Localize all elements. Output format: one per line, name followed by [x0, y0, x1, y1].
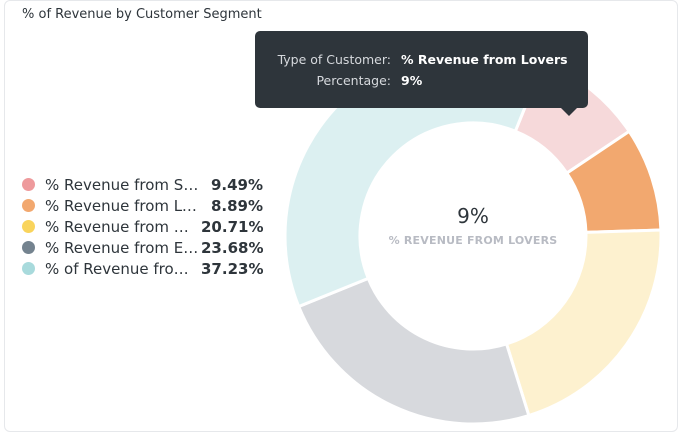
tooltip-value: 9%: [401, 73, 423, 88]
legend-value: 20.71%: [201, 217, 264, 236]
legend-item[interactable]: % Revenue from Lo… 8.89%: [22, 195, 270, 216]
tooltip-key: Percentage:: [316, 73, 391, 88]
legend: % Revenue from So… 9.49% % Revenue from …: [22, 174, 270, 279]
legend-dot: [22, 241, 35, 254]
legend-dot: [22, 178, 35, 191]
legend-label: % Revenue from Lo…: [45, 196, 201, 215]
card-title: % of Revenue by Customer Segment: [22, 7, 262, 22]
legend-value: 9.49%: [210, 175, 263, 194]
chart-tooltip: Type of Customer: % Revenue from Lovers …: [255, 31, 588, 116]
donut-slice[interactable]: [296, 276, 531, 426]
legend-dot: [22, 220, 35, 233]
tooltip-row: Type of Customer: % Revenue from Lovers: [255, 52, 588, 67]
legend-dot: [22, 262, 35, 275]
tooltip-value: % Revenue from Lovers: [401, 52, 568, 67]
legend-item[interactable]: % Revenue from E… 23.68%: [22, 237, 270, 258]
legend-value: 37.23%: [201, 259, 264, 278]
legend-value: 23.68%: [201, 238, 264, 257]
donut-slice[interactable]: [504, 228, 663, 418]
tooltip-row: Percentage: 9%: [255, 73, 588, 88]
center-label: % REVENUE FROM LOVERS: [388, 234, 558, 247]
tooltip-key: Type of Customer:: [277, 52, 391, 67]
legend-value: 8.89%: [210, 196, 263, 215]
legend-dot: [22, 199, 35, 212]
center-value: 9%: [457, 204, 489, 228]
legend-label: % Revenue from E…: [45, 238, 199, 257]
legend-label: % Revenue from …: [45, 217, 189, 236]
legend-label: % Revenue from So…: [45, 175, 201, 194]
legend-label: % of Revenue fro…: [45, 259, 189, 278]
legend-item[interactable]: % Revenue from So… 9.49%: [22, 174, 270, 195]
legend-item[interactable]: % of Revenue fro… 37.23%: [22, 258, 270, 279]
legend-item[interactable]: % Revenue from … 20.71%: [22, 216, 270, 237]
